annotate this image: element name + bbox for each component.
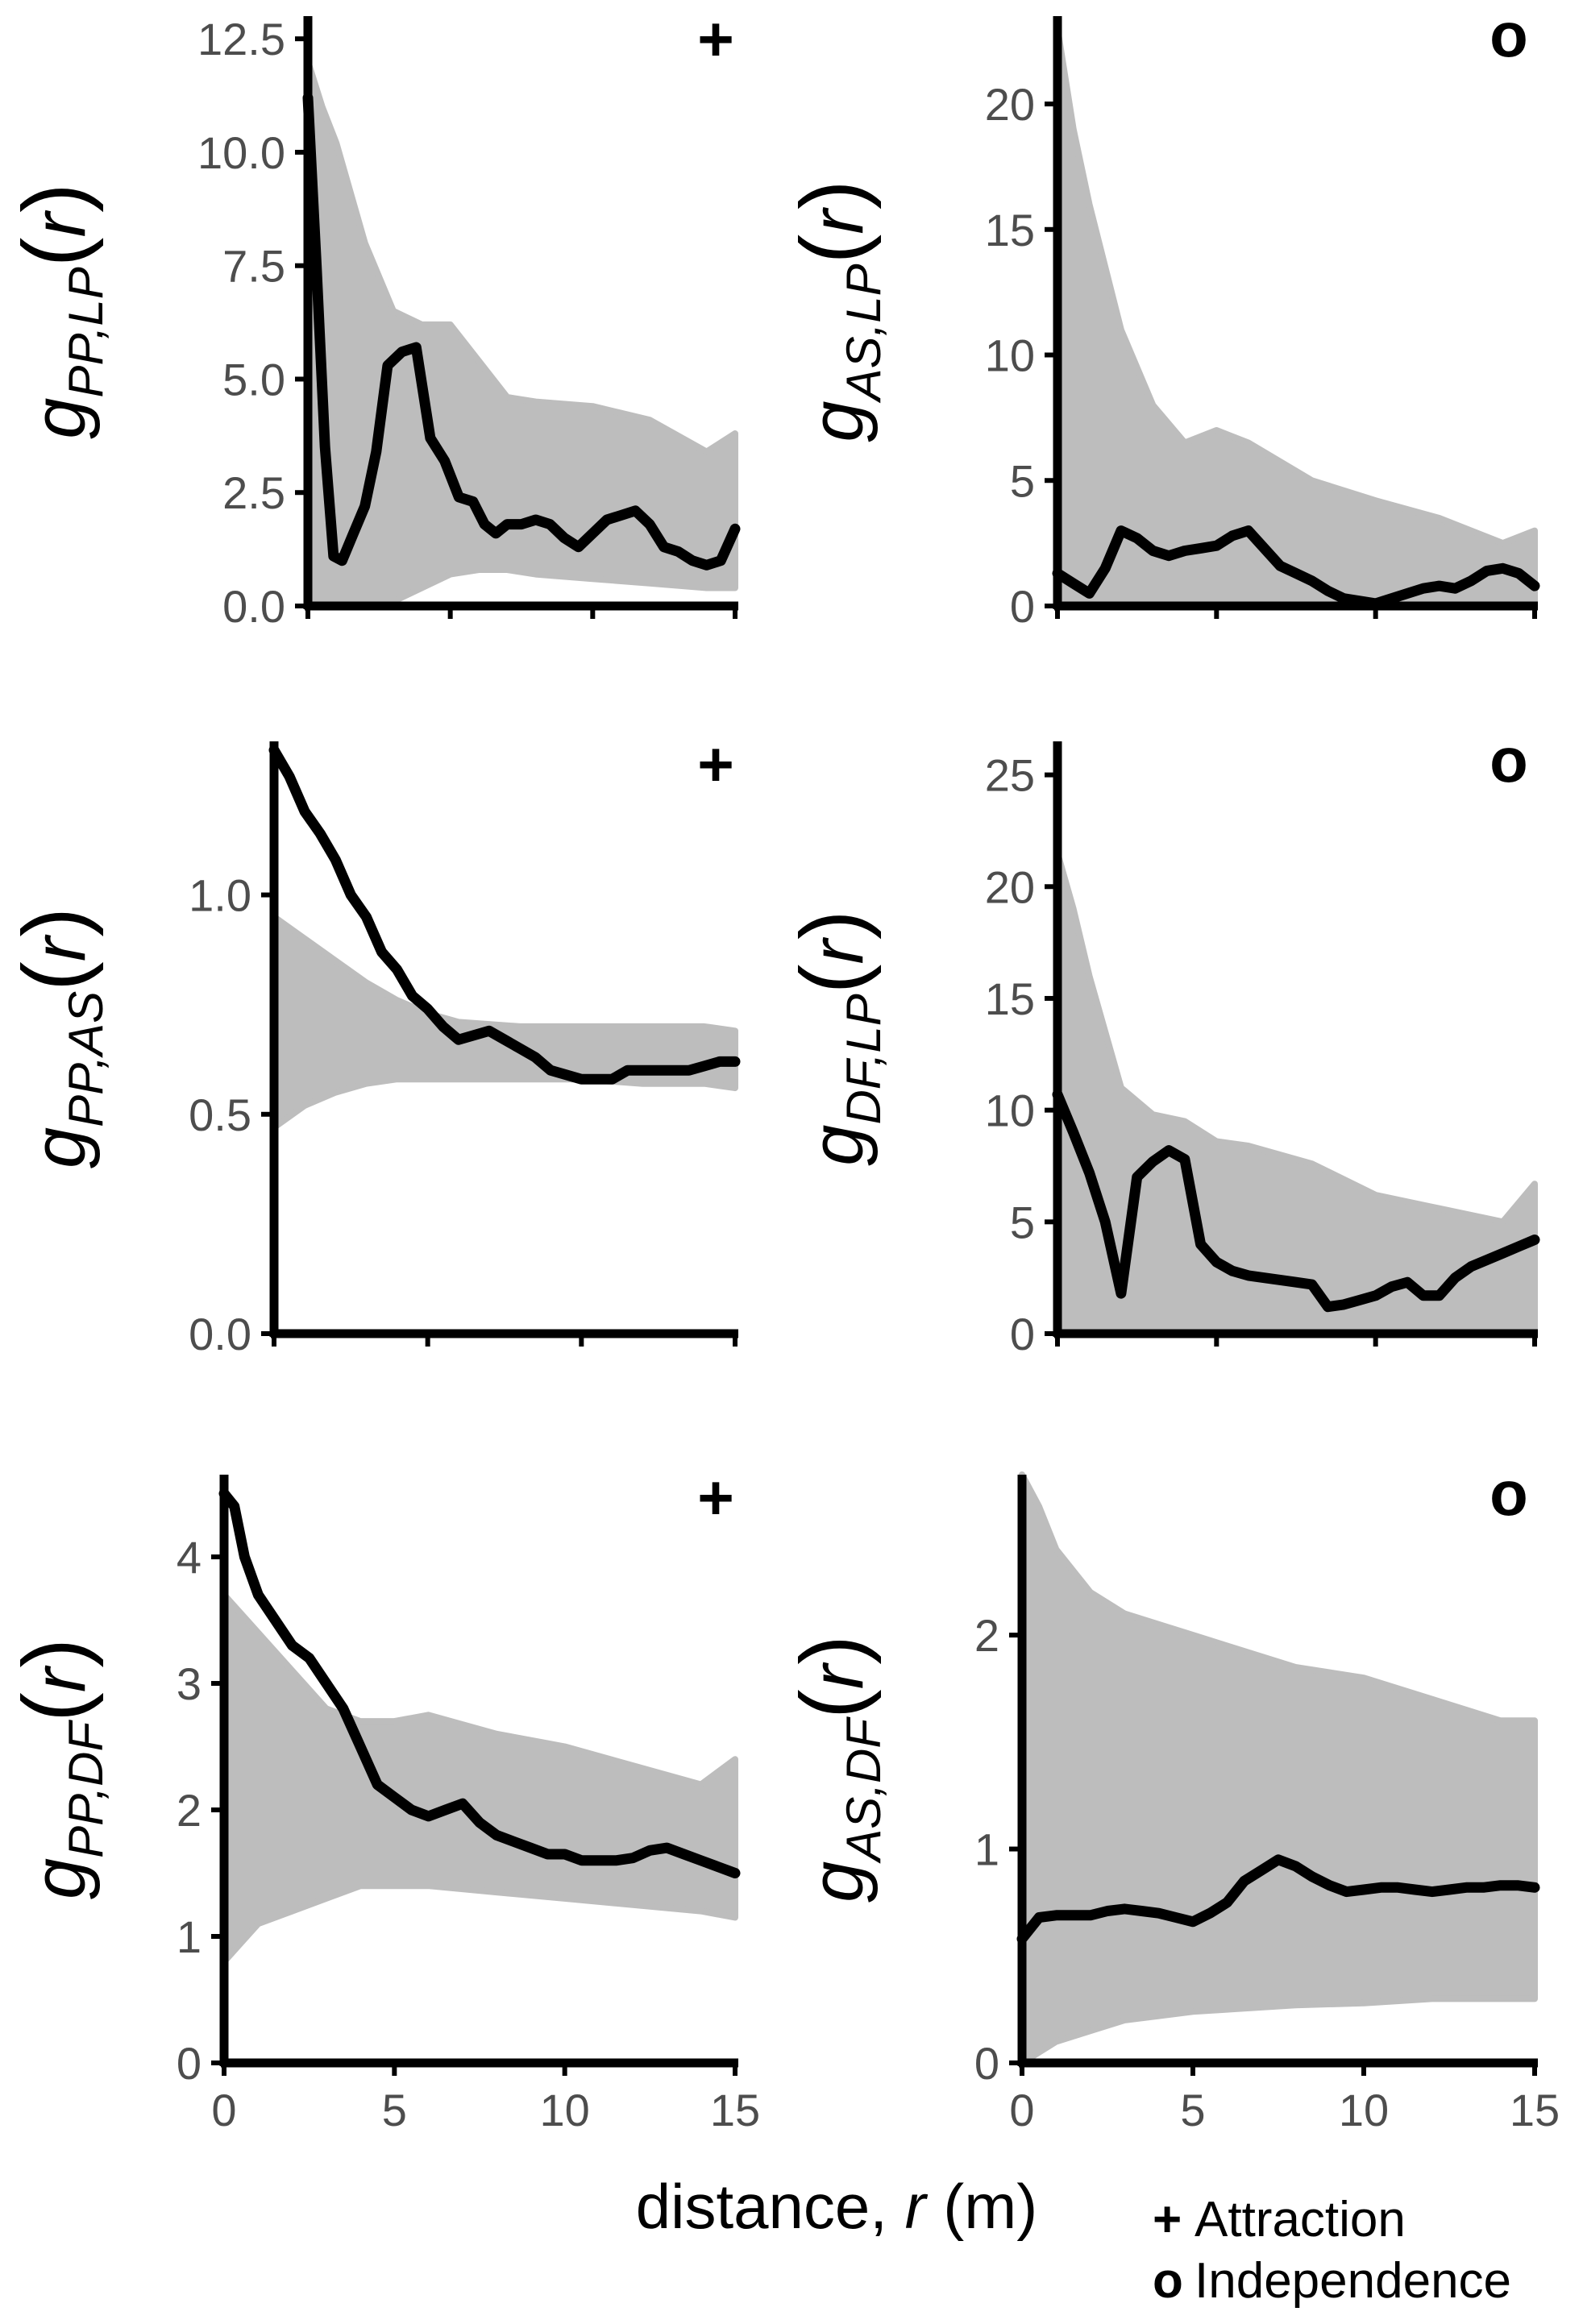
panel-symbol-independence: o [1490, 724, 1528, 795]
y-tick-label: 0 [974, 2038, 999, 2089]
panel-as-df: 0 1 2 0 5 10 15 gAS,DF(r) o [783, 1458, 1560, 2135]
legend-label-independence: Independence [1195, 2253, 1511, 2309]
ylabel-base: g [19, 1858, 101, 1899]
observed-line [1052, 525, 1540, 609]
y-tick-label: 10.0 [197, 127, 285, 178]
legend: + Attraction o Independence [1153, 2192, 1511, 2309]
x-tick-label: 0 [211, 2085, 236, 2135]
legend-symbol-independence: o [1153, 2253, 1183, 2309]
y-tick-label: 5 [1010, 1197, 1035, 1247]
x-axis-title-variable: r [905, 2171, 929, 2242]
y-tick-label: 12.5 [197, 14, 285, 64]
ylabel-pp-df: gPP,DF(r) [5, 1638, 113, 1899]
observed-line [302, 92, 741, 571]
ylabel-as-df: gAS,DF(r) [783, 1635, 891, 1903]
ylabel-arg: r [19, 1665, 101, 1692]
y-tick-label: 5.0 [222, 354, 285, 405]
envelope-band [1054, 25, 1538, 609]
ylabel-subscript: AS,LP [837, 264, 891, 403]
panel-pp-df: 0 1 2 3 4 0 5 10 15 gPP,DF(r) + [5, 1462, 760, 2135]
x-tick-label: 15 [1510, 2085, 1560, 2135]
observed-line [1016, 1854, 1540, 1944]
ylabel-base: g [796, 1861, 879, 1903]
x-tick-label: 10 [1339, 2085, 1389, 2135]
envelope-band [1019, 1471, 1538, 2066]
y-tick-label: 0.0 [222, 581, 285, 632]
y-tick-label: 0 [1010, 581, 1035, 632]
x-axis-title-suffix: (m) [926, 2171, 1038, 2242]
panel-symbol-attraction: + [697, 3, 734, 74]
y-tick-label: 1 [177, 1911, 202, 1962]
x-tick-label: 0 [1009, 2085, 1034, 2135]
x-tick-label: 15 [710, 2085, 760, 2135]
x-tick-label: 10 [540, 2085, 590, 2135]
legend-symbol-attraction: + [1153, 2192, 1182, 2247]
ylabel-arg: r [796, 207, 879, 234]
observed-line [218, 1488, 741, 1878]
envelope-band [271, 913, 738, 1131]
observed-line [268, 745, 741, 1085]
ylabel-subscript: PP,DF [59, 1720, 113, 1858]
ylabel-subscript: AS,DF [837, 1716, 891, 1864]
y-tick-label: 2 [974, 1610, 999, 1661]
ylabel-subscript: PP,AS [59, 991, 113, 1127]
x-axis-title: distance, r (m) [636, 2171, 1037, 2242]
y-tick-label: 0 [177, 2038, 202, 2089]
ylabel-pp-as: gPP,AS(r) [5, 907, 113, 1168]
y-tick-label: 10 [985, 330, 1035, 381]
panel-df-lp: 0 5 10 15 20 25 gDF,LP(r) o [783, 724, 1540, 1359]
ylabel-arg: r [796, 1662, 879, 1689]
y-tick-label: 7.5 [222, 241, 285, 292]
panel-symbol-attraction: + [697, 728, 734, 799]
y-tick-label: 10 [985, 1085, 1035, 1136]
y-tick-label: 3 [177, 1658, 202, 1709]
observed-line [1052, 1089, 1540, 1313]
envelope-band [221, 1592, 738, 1965]
y-tick-label: 1 [974, 1824, 999, 1875]
panel-symbol-attraction: + [697, 1462, 734, 1533]
ylabel-arg: r [19, 210, 101, 238]
y-tick-label: 2.5 [222, 467, 285, 518]
ylabel-arg: r [796, 937, 879, 965]
y-tick-label: 0 [1010, 1309, 1035, 1359]
ylabel-subscript: PP,LP [59, 267, 113, 397]
x-tick-label: 5 [1180, 2085, 1205, 2135]
panel-as-lp: 0 5 10 15 20 gAS,LP(r) o [783, 0, 1540, 632]
panel-pp-as: 0.0 0.5 1.0 gPP,AS(r) + [5, 728, 741, 1359]
y-tick-label: 0.5 [189, 1089, 251, 1140]
x-axis-title-prefix: distance, [636, 2171, 905, 2242]
legend-label-attraction: Attraction [1195, 2192, 1406, 2247]
y-tick-label: 25 [985, 750, 1035, 801]
x-tick-label: 5 [382, 2085, 407, 2135]
ylabel-base: g [19, 1127, 101, 1168]
ylabel-df-lp: gDF,LP(r) [783, 910, 891, 1165]
y-tick-label: 5 [1010, 455, 1035, 506]
y-tick-label: 20 [985, 79, 1035, 130]
ylabel-as-lp: gAS,LP(r) [783, 180, 891, 442]
ylabel-base: g [796, 1125, 879, 1166]
ylabel-subscript: DF,LP [837, 994, 891, 1124]
y-tick-label: 15 [985, 973, 1035, 1024]
y-tick-label: 2 [177, 1785, 202, 1836]
y-tick-label: 1.0 [189, 870, 251, 921]
y-tick-label: 0.0 [189, 1309, 251, 1359]
y-tick-label: 15 [985, 205, 1035, 255]
ylabel-base: g [796, 400, 879, 442]
ylabel-pp-lp: gPP,LP(r) [5, 183, 113, 438]
y-tick-label: 20 [985, 861, 1035, 912]
ylabel-base: g [19, 398, 101, 439]
y-tick-label: 4 [177, 1532, 202, 1583]
panel-symbol-independence: o [1490, 1458, 1528, 1529]
ylabel-arg: r [19, 934, 101, 961]
panel-symbol-independence: o [1490, 0, 1528, 70]
panel-pp-lp: 0.0 2.5 5.0 7.5 10.0 12.5 gPP,LP(r) + [5, 3, 741, 632]
